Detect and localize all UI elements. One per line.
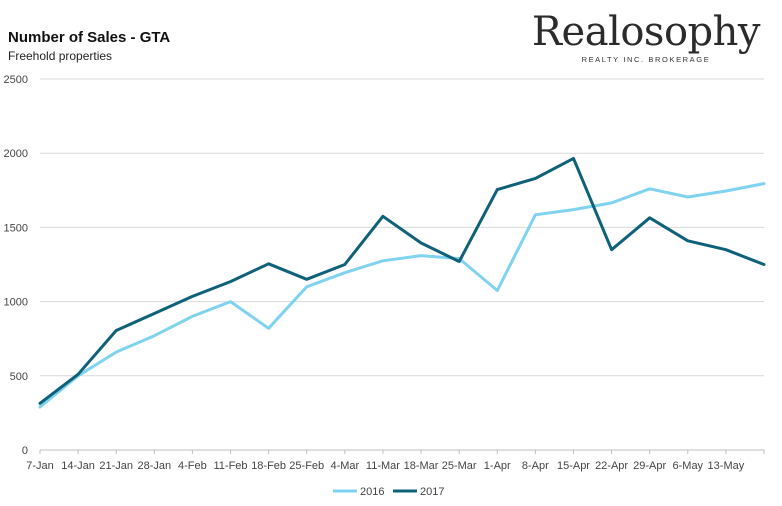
brand-name: Realosophy xyxy=(531,9,761,55)
x-tick-label: 21-Jan xyxy=(99,460,133,472)
x-tick-label: 4-Feb xyxy=(178,460,207,472)
y-tick-label: 1500 xyxy=(4,222,28,234)
x-tick-label: 4-Mar xyxy=(330,460,359,472)
brand-tagline: REALTY INC. BROKERAGE xyxy=(581,55,711,64)
x-tick-label: 6-May xyxy=(673,460,704,472)
series-lines xyxy=(38,156,766,409)
x-tick-label: 11-Mar xyxy=(366,460,400,472)
legend-label-2016: 2016 xyxy=(360,486,384,498)
x-tick-label: 8-Apr xyxy=(522,460,549,472)
x-tick-label: 25-Mar xyxy=(442,460,477,472)
legend-label-2017: 2017 xyxy=(420,486,444,498)
series-line-2016 xyxy=(38,182,766,409)
y-tick-label: 500 xyxy=(10,371,28,383)
x-axis-ticks: 7-Jan 14-Jan 21-Jan 28-Jan 4-Feb 11-Feb 18-Feb… xyxy=(26,450,765,472)
x-tick-label: 1-Apr xyxy=(484,460,511,472)
y-axis-ticks: 0 500 1000 1500 2000 2500 xyxy=(4,74,28,457)
chart-title: Number of Sales - GTA xyxy=(8,29,171,46)
legend: 2016 2017 xyxy=(333,486,444,498)
x-tick-label: 18-Mar xyxy=(404,460,439,472)
y-tick-label: 2000 xyxy=(4,148,28,160)
x-tick-label: 25-Feb xyxy=(289,460,324,472)
x-tick-label: 28-Jan xyxy=(137,460,171,472)
series-line-2017 xyxy=(38,156,766,405)
x-tick-label: 22-Apr xyxy=(595,460,628,472)
x-tick-label: 18-Feb xyxy=(251,460,286,472)
x-tick-label: 15-Apr xyxy=(557,460,590,472)
grid-lines xyxy=(40,78,764,451)
y-tick-label: 1000 xyxy=(4,297,28,309)
x-tick-label: 7-Jan xyxy=(26,460,54,472)
x-tick-label: 14-Jan xyxy=(61,460,95,472)
brand-logo: Realosophy REALTY INC. BROKERAGE xyxy=(531,9,761,64)
y-tick-label: 2500 xyxy=(4,74,28,86)
x-tick-label: 29-Apr xyxy=(633,460,666,472)
chart-subtitle: Freehold properties xyxy=(8,49,113,63)
x-tick-label: 13-May xyxy=(708,460,745,472)
x-tick-label: 11-Feb xyxy=(214,460,248,472)
y-tick-label: 0 xyxy=(22,445,28,457)
